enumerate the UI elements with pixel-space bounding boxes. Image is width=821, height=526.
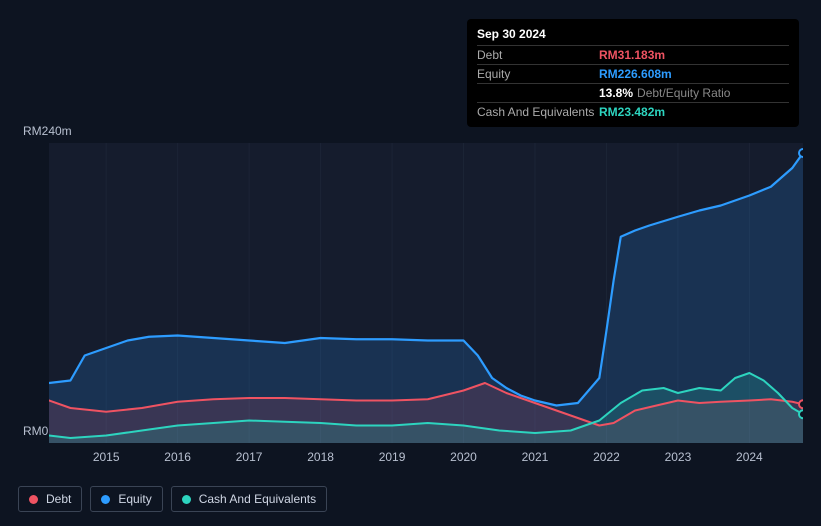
x-tick: 2022 bbox=[593, 450, 620, 464]
legend-swatch bbox=[29, 495, 38, 504]
x-tick: 2019 bbox=[379, 450, 406, 464]
legend-item-debt[interactable]: Debt bbox=[18, 486, 82, 512]
chart-area[interactable] bbox=[49, 143, 803, 443]
legend-item-cash-and-equivalents[interactable]: Cash And Equivalents bbox=[171, 486, 327, 512]
chart-svg bbox=[49, 143, 803, 443]
tooltip-ratio-pct: 13.8% bbox=[599, 86, 633, 100]
legend-label: Debt bbox=[46, 492, 71, 506]
x-tick: 2023 bbox=[665, 450, 692, 464]
y-axis-label-max: RM240m bbox=[23, 124, 72, 138]
y-axis-label-min: RM0 bbox=[23, 424, 48, 438]
chart-tooltip: Sep 30 2024 DebtRM31.183mEquityRM226.608… bbox=[467, 19, 799, 127]
tooltip-row-value: RM31.183m bbox=[599, 48, 665, 62]
tooltip-row-value: RM23.482m bbox=[599, 105, 665, 119]
tooltip-ratio-label: Debt/Equity Ratio bbox=[637, 86, 730, 100]
tooltip-row-label: Equity bbox=[477, 67, 599, 81]
legend-label: Equity bbox=[118, 492, 151, 506]
legend-label: Cash And Equivalents bbox=[199, 492, 316, 506]
x-tick: 2021 bbox=[522, 450, 549, 464]
x-tick: 2016 bbox=[164, 450, 191, 464]
tooltip-ratio: 13.8% Debt/Equity Ratio bbox=[599, 86, 730, 100]
x-tick: 2015 bbox=[93, 450, 120, 464]
legend-swatch bbox=[182, 495, 191, 504]
legend-item-equity[interactable]: Equity bbox=[90, 486, 162, 512]
tooltip-row-label: Cash And Equivalents bbox=[477, 105, 599, 119]
x-tick: 2017 bbox=[236, 450, 263, 464]
tooltip-row: Cash And EquivalentsRM23.482m bbox=[477, 102, 789, 121]
tooltip-row: EquityRM226.608m bbox=[477, 64, 789, 83]
x-tick: 2024 bbox=[736, 450, 763, 464]
x-tick: 2018 bbox=[307, 450, 334, 464]
tooltip-row-value: RM226.608m bbox=[599, 67, 672, 81]
x-tick: 2020 bbox=[450, 450, 477, 464]
tooltip-row-label: Debt bbox=[477, 48, 599, 62]
tooltip-row: 13.8% Debt/Equity Ratio bbox=[477, 83, 789, 102]
legend-swatch bbox=[101, 495, 110, 504]
tooltip-row: DebtRM31.183m bbox=[477, 45, 789, 64]
tooltip-row-label bbox=[477, 86, 599, 100]
tooltip-date: Sep 30 2024 bbox=[477, 25, 789, 45]
legend: Debt Equity Cash And Equivalents bbox=[18, 486, 327, 512]
